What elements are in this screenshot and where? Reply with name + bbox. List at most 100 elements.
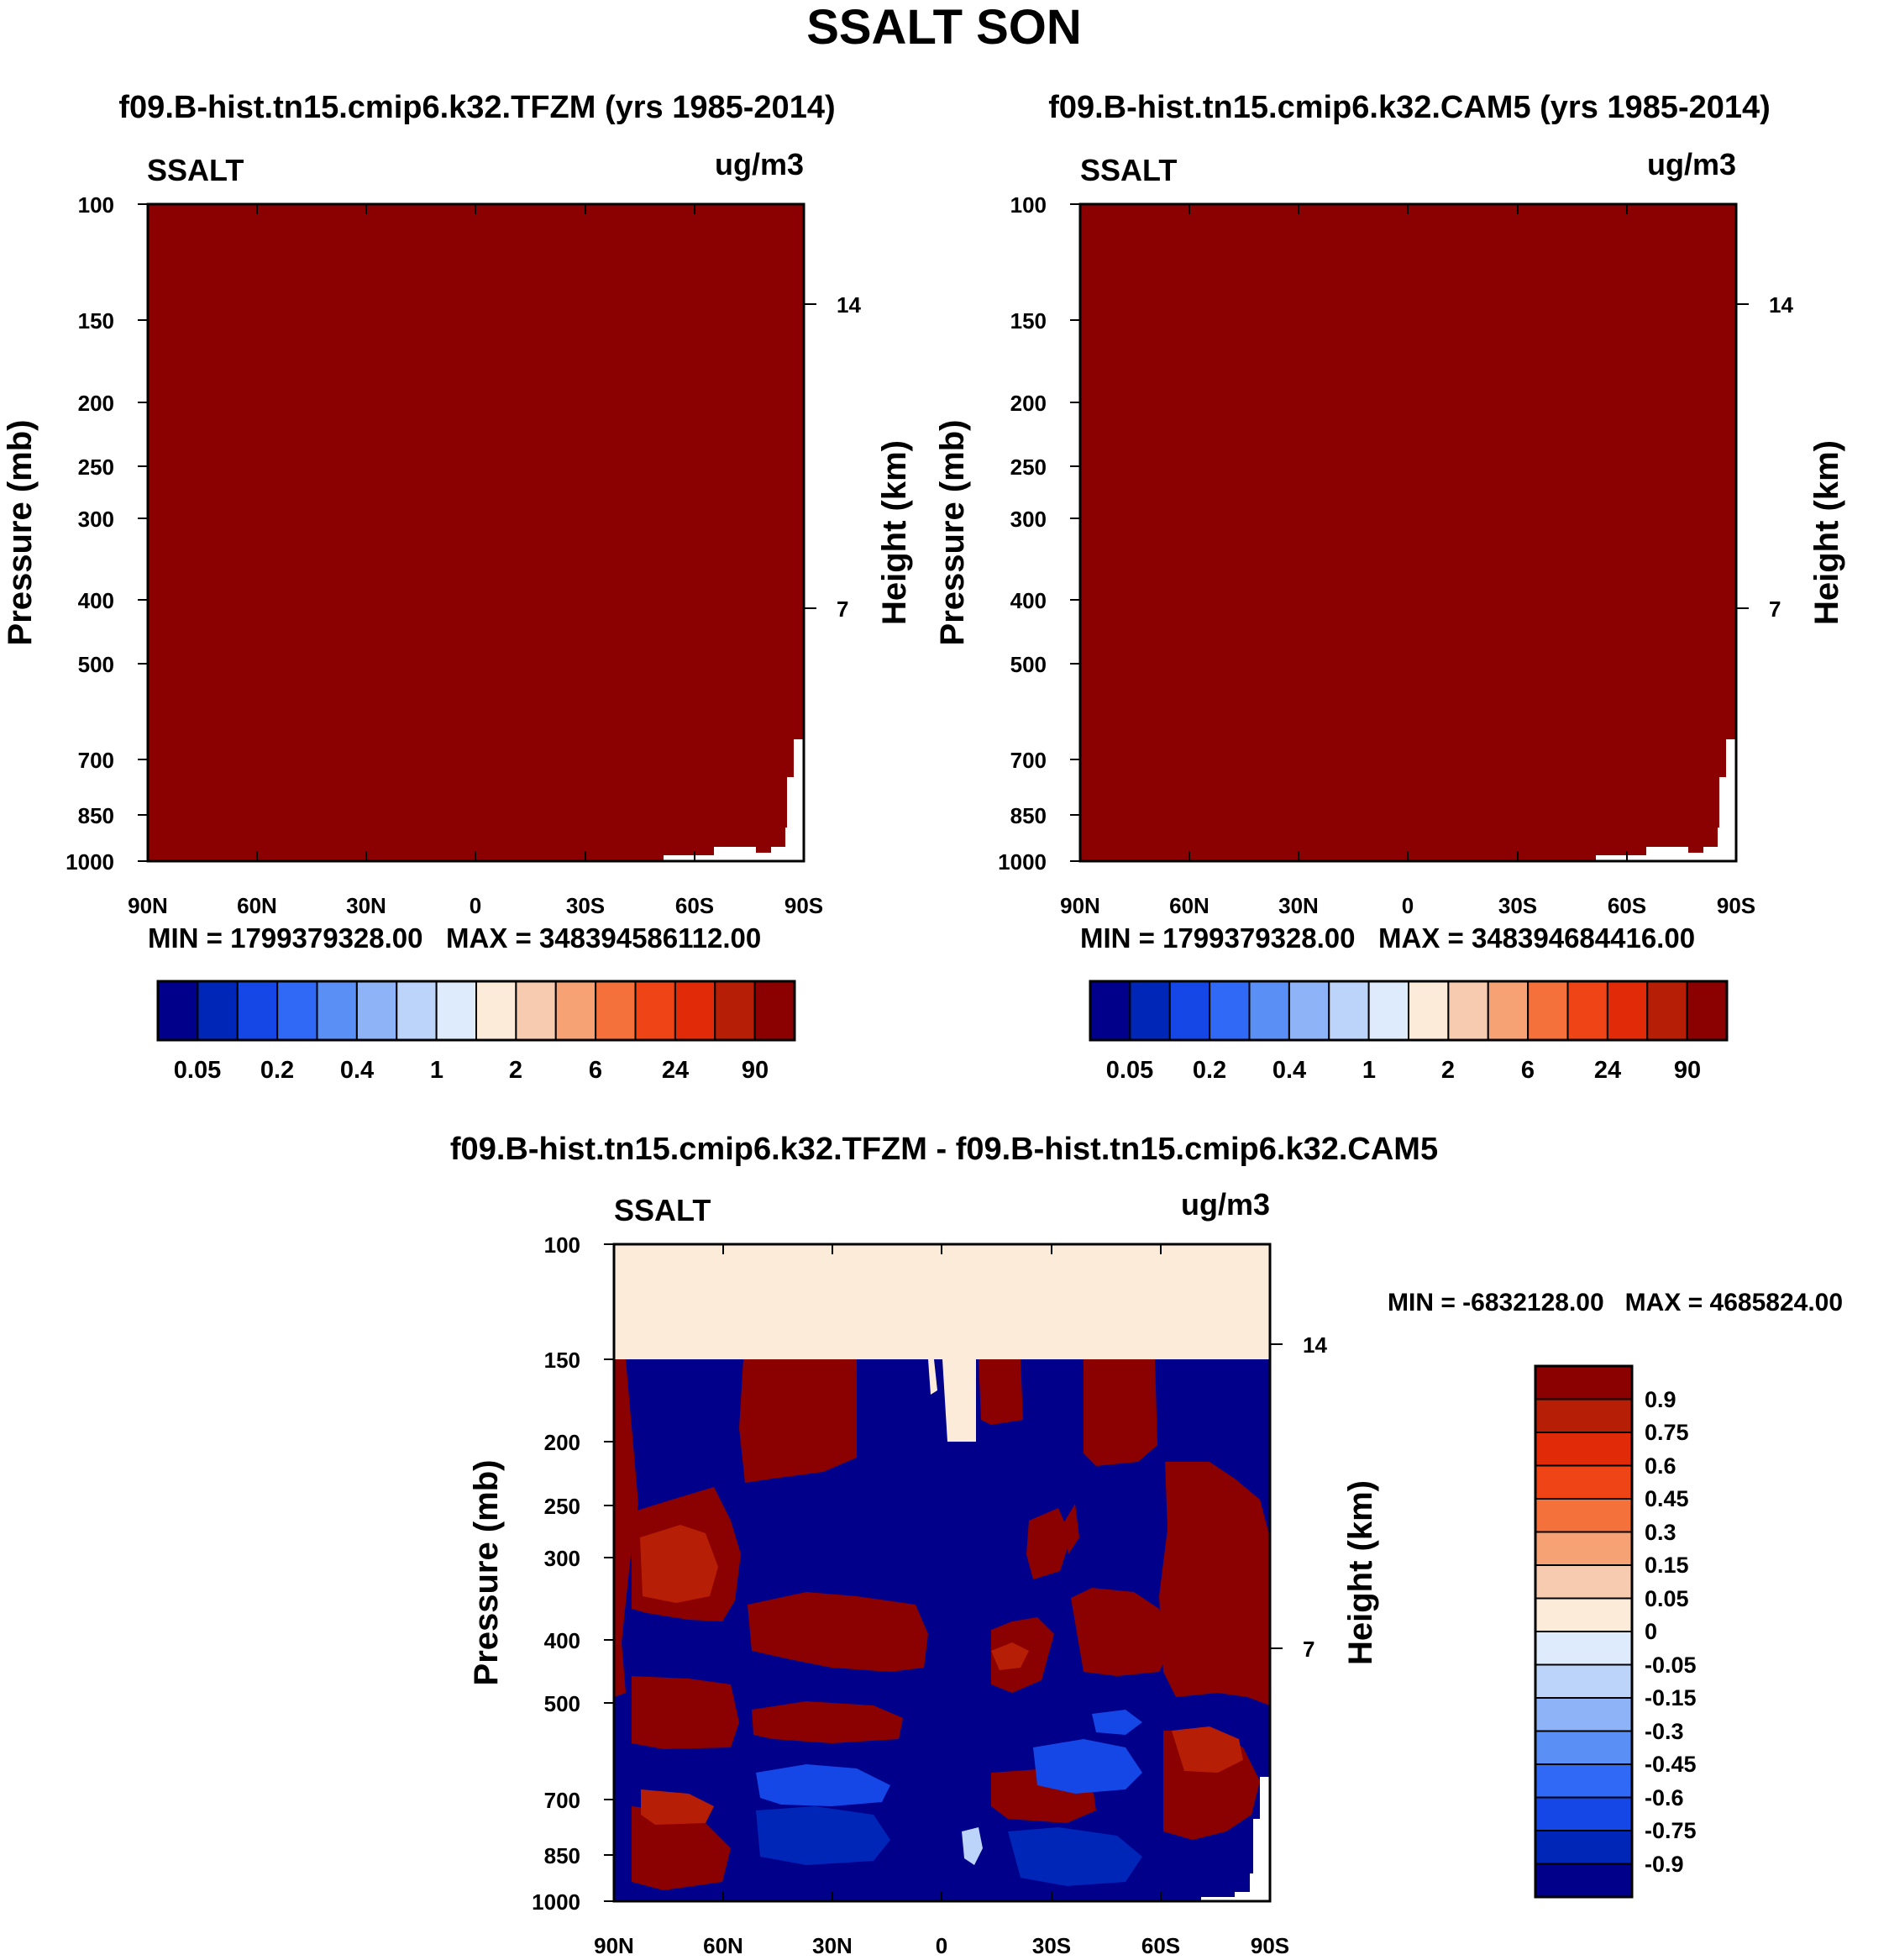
positive-region [1063,1504,1079,1554]
weak-negative-region [1092,1710,1142,1735]
y2-tick-label: 14 [1303,1332,1327,1358]
colorbar-cell [1535,1464,1633,1500]
colorbar-cell [1535,1863,1633,1898]
y-tick-label: 700 [78,748,114,773]
colorbar-label: 0.9 [1645,1387,1676,1412]
x-tick-label: 0 [936,1933,947,1958]
colorbar-label: 90 [742,1057,769,1084]
colorbar-label: 2 [1441,1057,1455,1084]
panel-diff-y-axis-title: Pressure (mb) [468,1460,505,1686]
colorbar-label: -0.75 [1645,1818,1697,1843]
colorbar-frame [156,980,796,1042]
panel-cam5-fill [1080,204,1736,861]
colorbar-cell [1129,980,1171,1041]
x-tick-label: 30N [1278,893,1319,918]
colorbar-label: 2 [509,1057,522,1084]
colorbar-label: 0.75 [1645,1420,1689,1445]
panel-diff-ticks [604,1243,1283,1902]
x-tick-label: 0 [1402,893,1414,918]
x-tick-label: 60S [1141,1933,1180,1958]
panel-cam5-field [1080,204,1736,861]
panel-cam5-y2-tick-labels: 14 7 [1769,292,1793,622]
positive-region [632,1676,739,1749]
weak-negative-region [1033,1739,1142,1794]
x-tick-label: 90S [784,893,823,918]
y-tick-label: 300 [544,1546,580,1571]
colorbar-cell [1527,980,1569,1041]
strong-positive-region [640,1525,718,1603]
x-tick-label: 30S [1498,893,1537,918]
positive-region [739,1359,857,1483]
x-tick-label: 60N [703,1933,743,1958]
panel-tfzm-variable-label: SSALT [147,153,244,187]
colorbar-cell [1535,1663,1633,1699]
panel-cam5-y2-axis-title: Height (km) [1808,440,1845,625]
positive-region [748,1592,928,1672]
panel-tfzm-field [148,204,804,861]
panel-cam5-units-label: ug/m3 [1647,147,1736,181]
colorbar-label: -0.9 [1645,1852,1684,1877]
y-tick-label: 300 [78,507,114,532]
y-tick-label: 1000 [532,1889,580,1915]
colorbar-cell [1328,980,1370,1041]
colorbar-cell [1367,980,1409,1041]
colorbar-label: 0.4 [1272,1057,1306,1084]
colorbar-cell [435,980,477,1041]
x-tick-label: 90N [128,893,168,918]
colorbar-cells [1089,980,1729,1042]
y-tick-label: 700 [1010,748,1047,773]
y2-tick-label: 14 [837,292,861,318]
panel-cam5-x-tick-labels: 90N 60N 30N 0 30S 60S 90S [1060,893,1755,918]
colorbar-label: -0.3 [1645,1719,1684,1744]
colorbar-label: 1 [430,1057,443,1084]
y-tick-label: 100 [78,192,114,218]
panel-diff-y2-axis-title: Height (km) [1342,1480,1379,1665]
panel-cam5-axes: Pressure (mb) Height (km) 100 150 200 25… [934,192,1845,918]
x-tick-label: 60N [1169,893,1209,918]
colorbar-label: 0.2 [1193,1057,1226,1084]
panel-cam5-colorbar: 0.05 0.2 0.4 1 2 6 24 90 [1089,980,1729,1084]
colorbar-label: 0.3 [1645,1520,1676,1545]
colorbar-label: 0.05 [1645,1586,1689,1611]
colorbar-cell [1535,1531,1633,1566]
y-tick-label: 100 [1010,192,1047,218]
colorbar-cells [156,980,796,1042]
colorbar-cell [197,980,239,1041]
y-tick-label: 1000 [998,849,1047,875]
panel-diff-title: f09.B-hist.tn15.cmip6.k32.TFZM - f09.B-h… [450,1132,1438,1167]
colorbar-label: -0.6 [1645,1785,1684,1810]
panel-tfzm-y2-tick-labels: 14 7 [837,292,861,622]
colorbar-cell [1535,1763,1633,1799]
y2-tick-label: 7 [1303,1637,1314,1662]
panel-tfzm: f09.B-hist.tn15.cmip6.k32.TFZM (yrs 1985… [2,90,913,1084]
panel-tfzm-title: f09.B-hist.tn15.cmip6.k32.TFZM (yrs 1985… [118,90,835,125]
panel-cam5-y-tick-labels: 100 150 200 250 300 400 500 700 850 1000 [998,192,1047,875]
strong-positive-region [1172,1726,1243,1773]
panel-diff-x-tick-labels: 90N 60N 30N 0 30S 60S 90S [594,1933,1289,1958]
colorbar-label: 24 [662,1057,689,1084]
y2-tick-label: 7 [1769,596,1781,622]
x-tick-label: 30N [346,893,386,918]
panel-cam5-ticks [1070,203,1749,862]
colorbar-label: 90 [1674,1057,1701,1084]
x-tick-label: 60N [237,893,277,918]
y-tick-label: 250 [544,1494,580,1519]
panel-diff-field [614,1244,1270,1901]
y-tick-label: 500 [544,1691,580,1716]
positive-region [1159,1462,1270,1705]
panel-tfzm-fill [148,204,804,861]
panel-diff-y2-tick-labels: 14 7 [1303,1332,1327,1662]
colorbar-cell [316,980,358,1041]
y2-tick-label: 14 [1769,292,1793,318]
panel-diff-variable-label: SSALT [614,1193,711,1227]
colorbar-cell [1535,1432,1633,1467]
panel-cam5-title: f09.B-hist.tn15.cmip6.k32.CAM5 (yrs 1985… [1048,90,1771,125]
positive-region [979,1359,1023,1425]
colorbar-cell [1248,980,1290,1041]
colorbar-cell [1535,1597,1633,1632]
panel-diff-colorbar: 0.9 0.75 0.6 0.45 0.3 0.15 0.05 0 -0.05 … [1534,1364,1697,1899]
panel-cam5-missing-region [1596,739,1736,861]
colorbar-label: 24 [1594,1057,1621,1084]
colorbar-frame [1534,1364,1634,1899]
